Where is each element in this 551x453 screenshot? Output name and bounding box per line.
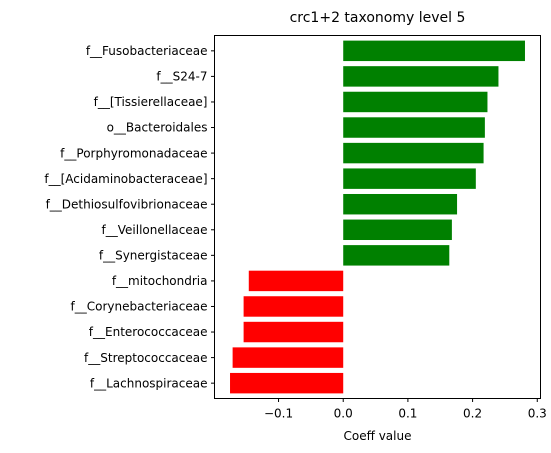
bars-group bbox=[230, 40, 525, 394]
y-axis-ticks: f__Fusobacteriaceae f__S24-7 f__[Tissierel… bbox=[44, 44, 215, 390]
bar bbox=[343, 91, 488, 113]
y-tick-label: f__Corynebacteriaceae bbox=[71, 300, 208, 314]
y-tick-label: f__Lachnospiraceae bbox=[90, 376, 208, 390]
y-tick-label: f__Veillonellaceae bbox=[102, 223, 208, 237]
y-tick-label: f__Porphyromonadaceae bbox=[60, 146, 207, 160]
bar bbox=[343, 117, 485, 138]
x-axis-label: Coeff value bbox=[344, 429, 412, 443]
x-tick-label: −0.1 bbox=[264, 407, 293, 421]
bar bbox=[248, 270, 344, 292]
bar bbox=[343, 40, 525, 62]
chart-title: crc1+2 taxonomy level 5 bbox=[290, 10, 466, 26]
y-tick-label: f__Enterococcaceae bbox=[89, 325, 208, 339]
x-tick-label: 0.3 bbox=[528, 407, 547, 421]
x-tick-label: 0.2 bbox=[463, 407, 482, 421]
y-tick-label: f__Dethiosulfovibrionaceae bbox=[46, 197, 208, 211]
y-tick-label: o__Bacteroidales bbox=[107, 121, 208, 135]
bar bbox=[343, 168, 476, 189]
y-tick-label: f__S24-7 bbox=[156, 70, 207, 84]
x-axis-ticks: −0.1 0.0 0.1 0.2 0.3 bbox=[264, 398, 547, 421]
bar bbox=[230, 372, 344, 394]
x-tick-label: 0.0 bbox=[334, 407, 353, 421]
x-tick-label: 0.1 bbox=[398, 407, 417, 421]
bar bbox=[243, 321, 344, 343]
y-tick-label: f__Fusobacteriaceae bbox=[86, 44, 208, 58]
bar bbox=[232, 347, 344, 368]
y-tick-label: f__Synergistaceae bbox=[99, 249, 208, 263]
y-tick-label: f__[Tissierellaceae] bbox=[94, 95, 208, 109]
bar bbox=[343, 193, 458, 215]
bar bbox=[243, 296, 344, 317]
y-tick-label: f__Streptococcaceae bbox=[84, 351, 207, 365]
y-tick-label: f__mitochondria bbox=[112, 274, 208, 288]
y-tick-label: f__[Acidaminobacteraceae] bbox=[44, 172, 207, 186]
bar bbox=[343, 219, 452, 241]
bar bbox=[343, 245, 450, 266]
bar bbox=[343, 142, 484, 164]
bar bbox=[343, 66, 499, 87]
plot-frame bbox=[214, 35, 541, 399]
